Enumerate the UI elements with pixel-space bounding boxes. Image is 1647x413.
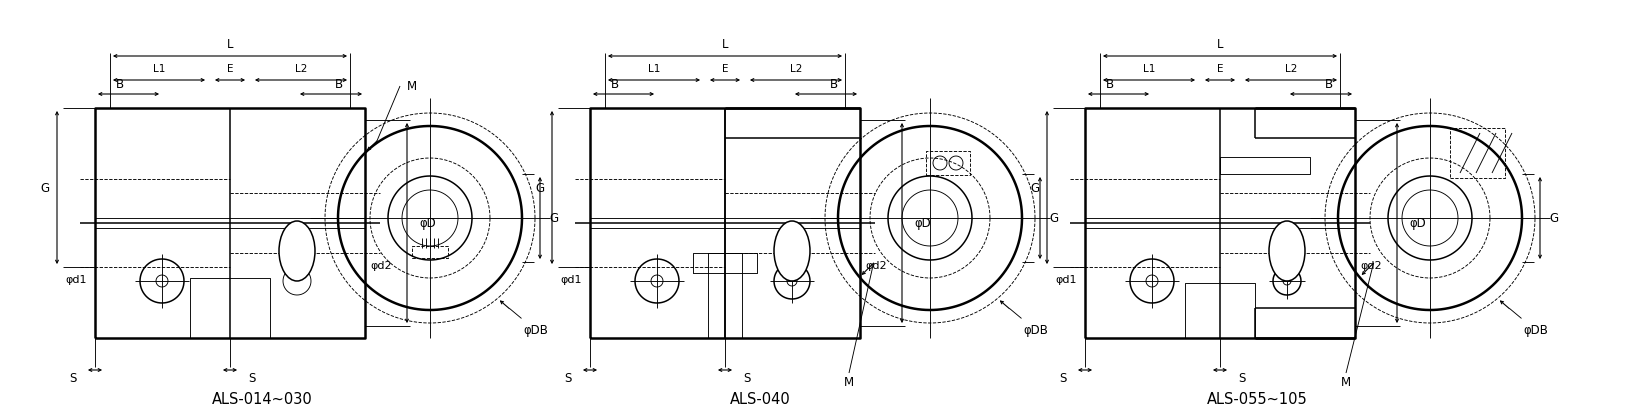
Text: φD: φD xyxy=(1408,216,1426,230)
Text: G: G xyxy=(550,211,558,225)
Text: φd2: φd2 xyxy=(371,261,392,271)
Text: L1: L1 xyxy=(153,64,165,74)
Text: ALS-014~030: ALS-014~030 xyxy=(211,392,313,408)
Text: E: E xyxy=(721,64,728,74)
Text: M: M xyxy=(843,377,855,389)
Text: G: G xyxy=(1031,181,1039,195)
Text: ALS-055~105: ALS-055~105 xyxy=(1207,392,1308,408)
Text: φDB: φDB xyxy=(524,325,548,337)
Text: L2: L2 xyxy=(295,64,308,74)
Text: L2: L2 xyxy=(1285,64,1298,74)
Text: S: S xyxy=(743,372,751,385)
Text: E: E xyxy=(227,64,234,74)
Ellipse shape xyxy=(278,221,315,281)
Ellipse shape xyxy=(1268,221,1304,281)
Text: L: L xyxy=(721,38,728,50)
Text: B: B xyxy=(611,78,619,90)
Text: L: L xyxy=(227,38,234,50)
Text: S: S xyxy=(1059,372,1067,385)
Text: B: B xyxy=(115,78,124,90)
Text: G: G xyxy=(41,181,49,195)
Text: ALS-040: ALS-040 xyxy=(730,392,791,408)
Text: L1: L1 xyxy=(647,64,660,74)
Text: φd2: φd2 xyxy=(865,261,886,271)
Text: φD: φD xyxy=(418,216,436,230)
Text: φD: φD xyxy=(914,216,931,230)
Text: L2: L2 xyxy=(791,64,802,74)
Ellipse shape xyxy=(774,221,810,281)
Text: G: G xyxy=(1049,211,1059,225)
Text: S: S xyxy=(1239,372,1245,385)
Text: φDB: φDB xyxy=(1523,325,1548,337)
Text: B: B xyxy=(830,78,838,90)
Text: L1: L1 xyxy=(1143,64,1155,74)
Text: L: L xyxy=(1217,38,1224,50)
Text: φDB: φDB xyxy=(1023,325,1049,337)
Text: φd1: φd1 xyxy=(66,275,87,285)
Text: B: B xyxy=(334,78,343,90)
Text: M: M xyxy=(1341,377,1351,389)
Text: G: G xyxy=(535,181,545,195)
Text: E: E xyxy=(1217,64,1224,74)
Text: M: M xyxy=(407,79,417,93)
Text: S: S xyxy=(249,372,255,385)
Text: φd1: φd1 xyxy=(560,275,581,285)
Text: S: S xyxy=(69,372,77,385)
Text: G: G xyxy=(1550,211,1558,225)
Text: S: S xyxy=(565,372,572,385)
Text: B: B xyxy=(1105,78,1113,90)
Text: φd1: φd1 xyxy=(1056,275,1077,285)
Text: φd2: φd2 xyxy=(1360,261,1382,271)
Text: B: B xyxy=(1324,78,1332,90)
